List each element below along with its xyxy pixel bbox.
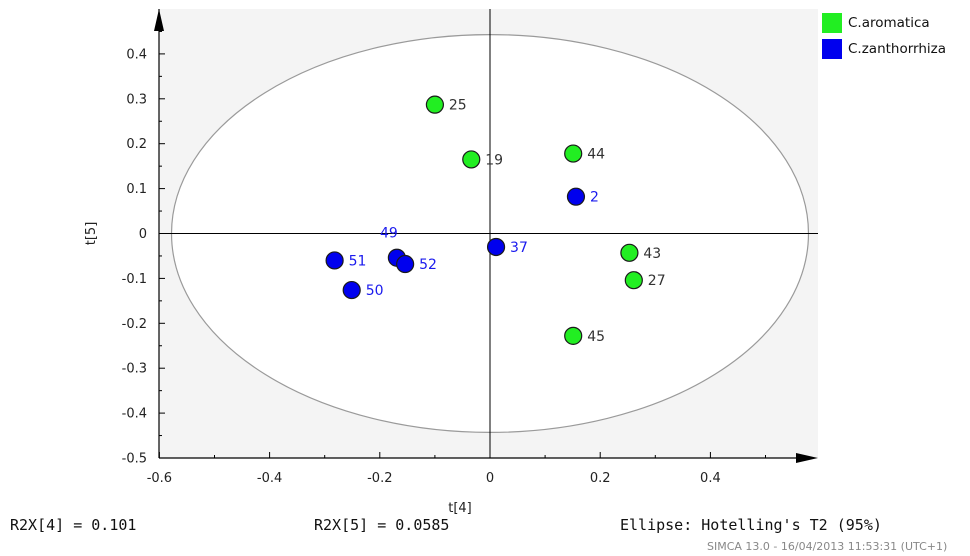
point-label: 43	[643, 246, 661, 262]
data-point[interactable]	[624, 271, 643, 290]
x-tick-label: -0.4	[257, 471, 282, 486]
y-axis-arrow	[154, 9, 164, 31]
r2x4-stat: R2X[4] = 0.101	[10, 516, 137, 534]
point-label: 52	[419, 257, 437, 273]
data-point[interactable]	[566, 187, 586, 206]
r2x5-stat: R2X[5] = 0.0585	[314, 516, 450, 534]
data-point[interactable]	[564, 326, 583, 345]
point-label: 2	[590, 190, 599, 206]
y-axis-label: t[5]	[84, 222, 99, 246]
point-label: 50	[366, 283, 384, 299]
x-tick-label: 0.4	[700, 471, 721, 486]
data-point[interactable]	[486, 237, 506, 257]
point-label: 25	[449, 98, 467, 114]
data-point[interactable]	[396, 254, 415, 274]
y-axis-ticks: 0.4 0.3 0.2 0.1 0 -0.1 -0.2 -0.3 -0.4 -0.5	[122, 30, 165, 467]
y-tick-label: 0.1	[126, 182, 147, 197]
x-tick-label: -0.6	[147, 471, 172, 486]
y-tick-label: -0.1	[122, 272, 147, 287]
y-tick-label: 0.2	[126, 137, 147, 152]
legend-swatch-zanthorrhiza	[822, 39, 842, 59]
software-timestamp: SIMCA 13.0 - 16/04/2013 11:53:31 (UTC+1)	[707, 540, 948, 553]
legend-item-zanthorrhiza[interactable]: C.zanthorrhiza	[822, 36, 946, 62]
legend: C.aromatica C.zanthorrhiza	[822, 10, 946, 62]
y-tick-label: 0.4	[126, 47, 147, 62]
data-point[interactable]	[462, 150, 481, 169]
x-axis-ticks: -0.6 -0.4 -0.2 0 0.2 0.4	[147, 452, 766, 486]
y-tick-label: 0.3	[126, 92, 147, 107]
y-tick-label: -0.4	[122, 407, 147, 422]
point-label: 44	[587, 147, 605, 163]
data-point[interactable]	[620, 243, 639, 262]
x-tick-label: 0	[486, 471, 494, 486]
point-label: 45	[587, 329, 605, 345]
y-tick-label: -0.5	[122, 452, 147, 467]
x-axis-label: t[4]	[448, 501, 472, 516]
legend-label-aromatica: C.aromatica	[848, 15, 930, 31]
x-tick-label: 0.2	[590, 471, 611, 486]
point-label: 51	[349, 253, 367, 269]
ellipse-caption: Ellipse: Hotelling's T2 (95%)	[620, 516, 882, 534]
point-label: 19	[485, 152, 503, 168]
legend-swatch-aromatica	[822, 13, 842, 33]
point-label: 27	[648, 273, 666, 289]
x-axis-arrow	[796, 453, 818, 463]
point-label: 37	[510, 240, 528, 256]
x-tick-label: -0.2	[367, 471, 392, 486]
y-tick-label: 0	[139, 227, 147, 242]
y-tick-label: -0.3	[122, 362, 147, 377]
point-label: 49	[380, 226, 398, 242]
y-tick-label: -0.2	[122, 317, 147, 332]
data-point[interactable]	[325, 251, 344, 270]
data-point[interactable]	[425, 95, 444, 114]
legend-item-aromatica[interactable]: C.aromatica	[822, 10, 946, 36]
data-point[interactable]	[342, 280, 361, 300]
legend-label-zanthorrhiza: C.zanthorrhiza	[848, 41, 947, 57]
data-point[interactable]	[564, 144, 583, 163]
data-points: 25 19 44 43 27 45 2 37 49 52 51 50	[325, 95, 666, 345]
